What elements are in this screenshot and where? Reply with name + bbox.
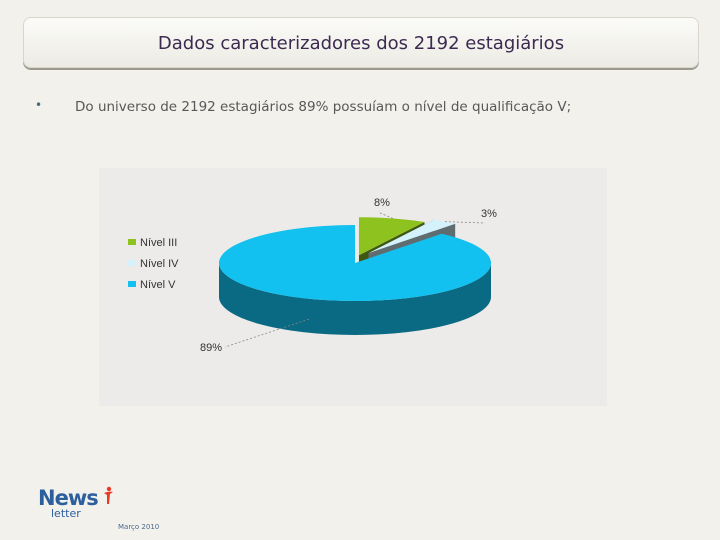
leader-line-1: [444, 221, 486, 224]
person-icon: [104, 486, 113, 504]
legend-swatch-2: [128, 281, 136, 287]
bullet-icon: •: [35, 98, 43, 112]
pie-slice-nível-iv: [368, 219, 456, 254]
title-bar: Dados caracterizadores dos 2192 estagiár…: [23, 17, 699, 68]
bullet-text: Do universo de 2192 estagiários 89% poss…: [75, 99, 572, 115]
pie-chart-svg: 8% 3% 89% Nível III Nível IV Nível V: [128, 197, 497, 354]
leader-line-0: [377, 211, 393, 219]
date-label: Março 2010: [118, 523, 160, 531]
legend-swatch-1: [128, 260, 136, 266]
data-label-1: 3%: [481, 208, 497, 220]
leader-line-2: [224, 318, 310, 348]
data-label-2: 89%: [200, 342, 222, 354]
newsletter-logo: News letter: [38, 486, 128, 536]
pie-slice-nível-iii: [358, 217, 425, 256]
slide-title: Dados caracterizadores dos 2192 estagiár…: [157, 33, 565, 54]
legend-label-1: Nível IV: [140, 258, 179, 270]
logo-letter-text: letter: [51, 507, 81, 520]
legend-label-0: Nível III: [140, 237, 177, 249]
pie-chart: 8% 3% 89% Nível III Nível IV Nível V: [99, 168, 607, 406]
legend-label-2: Nível V: [140, 279, 176, 291]
data-label-0: 8%: [374, 197, 390, 209]
pie-slice-nível-v: [219, 225, 492, 301]
logo-news-text: News: [38, 486, 99, 510]
pie-side-2: [219, 263, 491, 335]
legend-swatch-0: [128, 239, 136, 245]
